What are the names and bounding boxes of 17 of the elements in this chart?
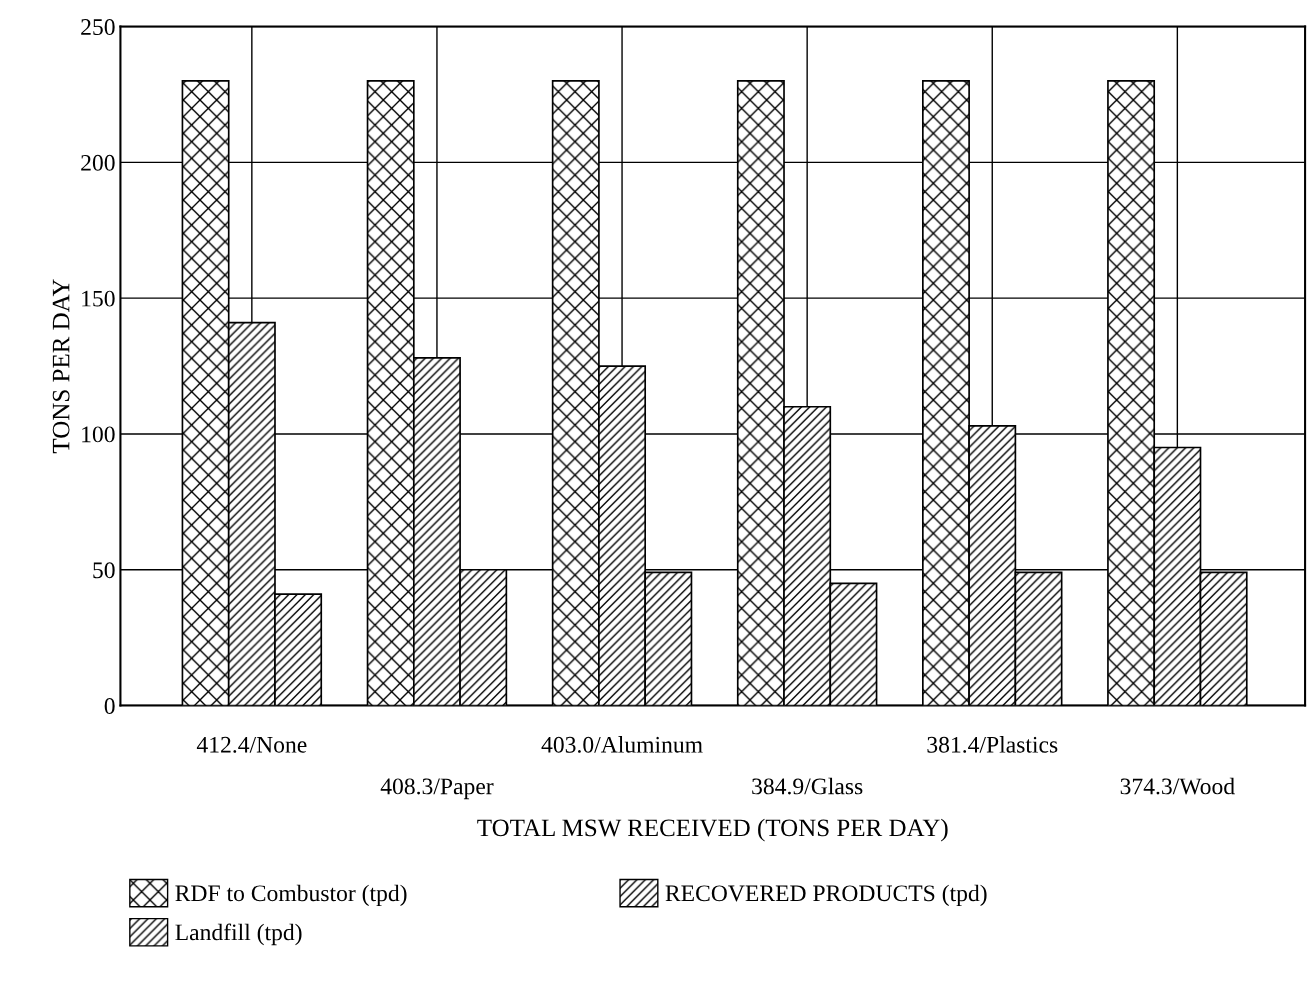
legend-label: RDF to Combustor (tpd) bbox=[175, 884, 407, 907]
y-tick-label: 200 bbox=[81, 154, 115, 171]
y-tick-label: 150 bbox=[82, 290, 115, 307]
x-tick-label: 384.9/Glass bbox=[752, 777, 863, 795]
x-axis-title: TOTAL MSW RECEIVED (TONS PER DAY) bbox=[477, 818, 948, 842]
x-tick-label: 412.4/None bbox=[196, 736, 307, 753]
x-tick-label: 374.3/Wood bbox=[1120, 777, 1235, 795]
x-tick-label: 403.0/Aluminum bbox=[541, 736, 703, 753]
y-tick-label: 50 bbox=[93, 562, 115, 579]
y-tick-label: 0 bbox=[104, 698, 115, 714]
y-axis-title: TONS PER DAY bbox=[52, 279, 70, 454]
legend-label: Landfill (tpd) bbox=[175, 923, 302, 946]
legend-label: RECOVERED PRODUCTS (tpd) bbox=[665, 884, 987, 907]
x-tick-label: 408.3/Paper bbox=[380, 778, 494, 800]
x-tick-label: 381.4/Plastics bbox=[927, 736, 1058, 753]
y-tick-label: 100 bbox=[82, 426, 115, 443]
y-tick-label: 250 bbox=[81, 19, 115, 35]
